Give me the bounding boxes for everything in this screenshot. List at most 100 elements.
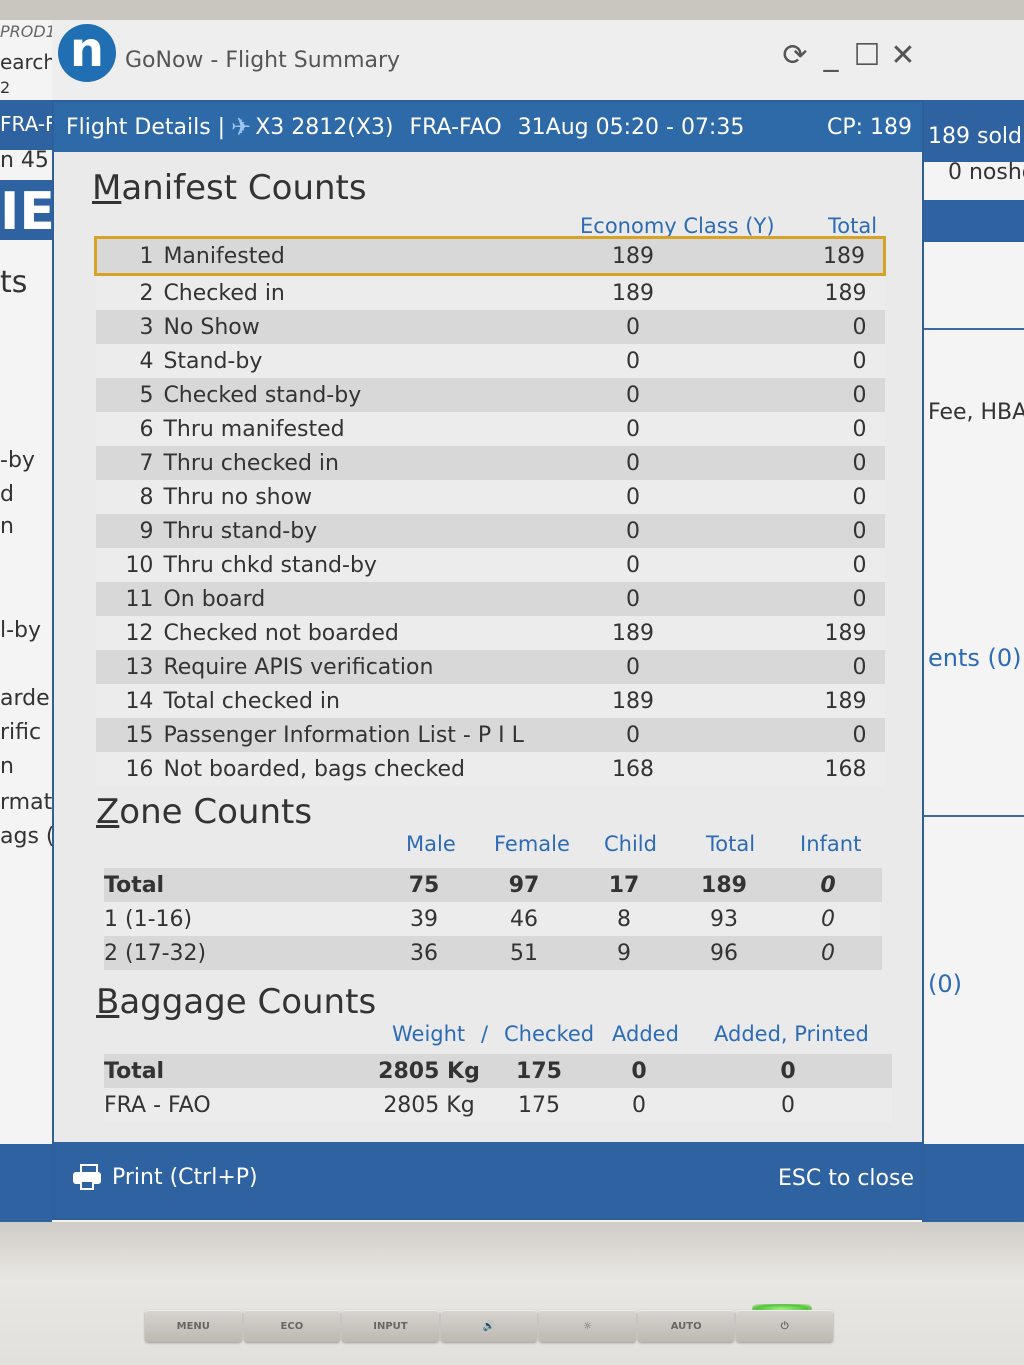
manifest-economy-value: 0: [577, 514, 689, 548]
app-title: GoNow - Flight Summary: [125, 48, 401, 73]
zone-female-value: 51: [474, 936, 574, 970]
manifest-row-label: Manifested: [163, 236, 578, 276]
flight-number: X3 2812(X3): [255, 114, 394, 140]
manifest-row-number: 5: [95, 378, 164, 412]
zone-female-value: 46: [474, 902, 574, 936]
bg-link[interactable]: (0): [928, 970, 962, 998]
manifest-row-label: Checked in: [163, 274, 578, 310]
manifest-total-value: 189: [688, 236, 886, 276]
bg-sold-count: 189 sold: [928, 124, 1022, 149]
manifest-row-number: 2: [95, 274, 164, 310]
monitor-eco-button[interactable]: ECO: [243, 1310, 341, 1342]
bg-text: IE: [0, 182, 52, 242]
zone-row-label: 1 (1-16): [104, 902, 374, 936]
manifest-row-label: Require APIS verification: [163, 650, 578, 684]
dialog-header-label: Flight Details |: [66, 114, 226, 140]
manifest-row-number: 6: [95, 412, 164, 446]
baggage-row: Total 2805 Kg 175 0 0: [104, 1054, 892, 1088]
bg-link[interactable]: ents (0): [928, 644, 1022, 672]
baggage-checked-value: 175: [484, 1054, 594, 1088]
baggage-title: Baggage Counts: [96, 982, 377, 1022]
manifest-total-value: 0: [688, 310, 885, 344]
manifest-economy-value: 0: [577, 650, 689, 684]
col-checked: Checked: [504, 1022, 595, 1046]
print-button[interactable]: Print (Ctrl+P): [72, 1164, 258, 1190]
bg-text: rific: [0, 720, 42, 745]
manifest-row-number: 14: [95, 684, 164, 718]
background-app-left: PROD1 earch 2 FRA-F n 45 IE ts -by d n l…: [0, 20, 52, 1222]
manifest-row: 12 Checked not boarded 189 189: [95, 616, 885, 650]
baggage-added-printed-value: 0: [684, 1054, 892, 1088]
manifest-economy-value: 0: [577, 718, 689, 752]
monitor-bezel-bottom: [0, 1222, 1024, 1365]
manifest-economy-value: 0: [577, 480, 689, 514]
bg-search-label: earch: [0, 50, 52, 74]
manifest-total-value: 0: [688, 514, 885, 548]
refresh-icon[interactable]: ⟳: [782, 38, 808, 73]
bg-text: n 45: [0, 148, 49, 173]
manifest-row-number: 13: [95, 650, 164, 684]
baggage-added-printed-value: 0: [684, 1088, 892, 1122]
manifest-row-number: 7: [95, 446, 164, 480]
manifest-table: 1 Manifested 189 189 2 Checked in 189 189 3 No Sh…: [94, 236, 886, 786]
zone-male-value: 39: [374, 902, 474, 936]
baggage-added-value: 0: [594, 1054, 684, 1088]
bg-text: ts: [0, 265, 28, 300]
manifest-row-label: Passenger Information List - P I L: [163, 718, 578, 752]
col-child: Child: [604, 832, 657, 856]
minimize-icon[interactable]: _: [823, 38, 839, 73]
manifest-row: 13 Require APIS verification 0 0: [95, 650, 885, 684]
manifest-total-value: 0: [688, 582, 885, 616]
monitor-volume-button[interactable]: 🔊: [440, 1310, 538, 1342]
manifest-row-label: Stand-by: [163, 344, 578, 378]
monitor-power-button[interactable]: ⏻: [736, 1310, 834, 1342]
manifest-row-number: 15: [95, 718, 164, 752]
manifest-row-label: Thru manifested: [163, 412, 578, 446]
manifest-economy-value: 0: [577, 446, 689, 480]
manifest-row: 1 Manifested 189 189: [94, 236, 886, 276]
col-male: Male: [406, 832, 456, 856]
manifest-row: 7 Thru checked in 0 0: [95, 446, 885, 480]
maximize-icon[interactable]: ☐: [853, 38, 881, 73]
zone-male-value: 75: [374, 868, 474, 902]
zone-row-label: Total: [104, 868, 374, 902]
col-zone-total: Total: [706, 832, 756, 856]
manifest-row-label: Total checked in: [163, 684, 578, 718]
manifest-row-number: 12: [95, 616, 164, 650]
baggage-row-label: Total: [104, 1054, 374, 1088]
monitor-auto-button[interactable]: AUTO: [637, 1310, 735, 1342]
manifest-row-label: Thru stand-by: [163, 514, 578, 548]
monitor-menu-button[interactable]: MENU: [145, 1310, 242, 1342]
esc-close-hint[interactable]: ESC to close: [778, 1166, 914, 1191]
monitor-input-button[interactable]: INPUT: [342, 1310, 439, 1342]
col-infant: Infant: [800, 832, 862, 856]
baggage-row-label: FRA - FAO: [104, 1088, 374, 1122]
manifest-total-value: 0: [688, 650, 885, 684]
app-titlebar: [0, 20, 1024, 100]
monitor-brightness-button[interactable]: ☼: [539, 1310, 636, 1342]
manifest-title: Manifest Counts: [92, 168, 367, 208]
zone-row-label: 2 (17-32): [104, 936, 374, 970]
manifest-row-label: Checked stand-by: [163, 378, 578, 412]
baggage-table: Total 2805 Kg 175 0 0 FRA - FAO 2805 Kg 175 0 0: [104, 1054, 892, 1122]
manifest-total-value: 0: [688, 548, 885, 582]
manifest-row-number: 10: [95, 548, 164, 582]
bg-text: -by: [0, 448, 35, 473]
zone-total-value: 93: [674, 902, 774, 936]
col-total: Total: [828, 214, 878, 238]
col-female: Female: [494, 832, 570, 856]
screen: PROD1 earch 2 FRA-F n 45 IE ts -by d n l…: [0, 20, 1024, 1222]
power-led: [752, 1304, 812, 1314]
bg-text: d: [0, 482, 14, 507]
close-icon[interactable]: ✕: [890, 38, 916, 73]
manifest-row-label: Thru chkd stand-by: [163, 548, 578, 582]
zone-infant-value: 0: [774, 902, 882, 936]
manifest-row: 14 Total checked in 189 189: [95, 684, 885, 718]
manifest-economy-value: 0: [577, 310, 689, 344]
manifest-row-number: 8: [95, 480, 164, 514]
manifest-row: 6 Thru manifested 0 0: [95, 412, 885, 446]
manifest-total-value: 0: [688, 344, 885, 378]
manifest-row-number: 9: [95, 514, 164, 548]
